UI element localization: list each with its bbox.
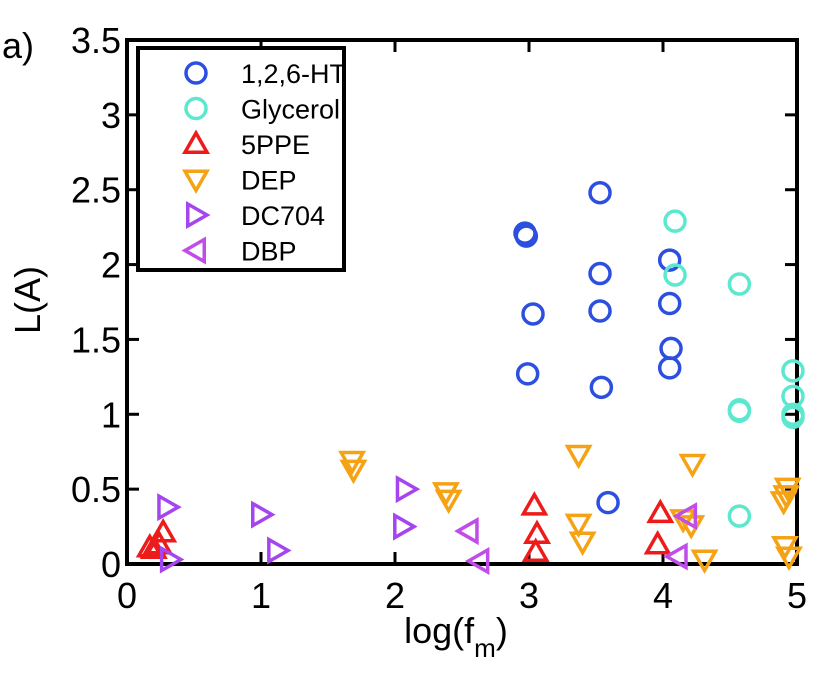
series-1-2-6-ht <box>513 180 683 515</box>
series-dc704 <box>157 475 421 574</box>
data-point <box>149 518 178 543</box>
data-point <box>781 405 805 430</box>
data-point <box>773 477 802 503</box>
data-point <box>596 490 620 515</box>
y-tick-label: 3 <box>101 95 121 136</box>
y-tick-label: 3.5 <box>71 20 121 61</box>
plot-frame <box>125 38 799 566</box>
data-point <box>588 261 612 286</box>
y-tick-label: 2.5 <box>71 170 121 211</box>
legend-label: DC704 <box>241 201 325 231</box>
legend-marker <box>184 96 208 121</box>
data-point <box>523 519 552 545</box>
data-point <box>251 500 276 529</box>
x-tick-label: 3 <box>519 575 539 616</box>
data-markers <box>135 180 805 576</box>
data-point <box>464 546 490 576</box>
data-point <box>727 272 752 296</box>
data-point <box>159 545 185 574</box>
legend-marker <box>181 129 211 154</box>
x-axis-label-close: ) <box>496 610 508 651</box>
data-point <box>521 302 545 326</box>
data-point <box>690 549 719 575</box>
x-axis-label-main: log(f <box>404 610 475 651</box>
data-point <box>434 489 463 515</box>
data-point <box>145 530 174 555</box>
data-point <box>643 530 672 555</box>
data-point <box>564 444 593 470</box>
y-axis-label: L(A) <box>7 266 48 334</box>
data-point <box>564 513 593 539</box>
legend-marker <box>181 236 206 265</box>
data-point <box>395 475 421 504</box>
data-point <box>727 399 752 424</box>
data-point <box>672 502 698 531</box>
data-point <box>588 299 612 323</box>
series-dbp <box>454 502 698 576</box>
series-dep <box>338 444 803 575</box>
data-point <box>339 459 368 485</box>
data-point <box>657 248 682 272</box>
y-tick-label: 1 <box>101 394 121 435</box>
x-tick-label: 1 <box>251 575 271 616</box>
data-point <box>520 491 549 516</box>
legend-label: 1,2,6-HT <box>241 59 346 89</box>
data-point <box>514 224 539 248</box>
y-tick-label: 2 <box>101 245 121 286</box>
legend-label: DEP <box>241 166 297 196</box>
data-point <box>393 512 418 541</box>
data-point <box>267 536 292 565</box>
data-point <box>678 453 707 479</box>
x-axis-label-subscript: m <box>474 633 496 663</box>
series-glycerol <box>663 209 805 528</box>
data-point <box>663 209 687 233</box>
series-5ppe <box>135 491 675 563</box>
legend: 1,2,6-HT Glycerol 5PPE DEP DC704 DBP <box>181 59 346 267</box>
data-point <box>663 542 688 571</box>
data-point <box>521 537 550 563</box>
legend-marker <box>181 169 211 195</box>
data-point <box>727 504 752 528</box>
y-tick-label: 0.5 <box>71 469 121 510</box>
data-point <box>139 534 168 560</box>
legend-label: 5PPE <box>241 130 310 160</box>
y-tick-label: 0 <box>101 544 121 585</box>
legend-label: Glycerol <box>241 95 340 125</box>
data-point <box>774 546 803 572</box>
x-axis-label: log(fm) <box>404 610 508 663</box>
x-tick-label: 4 <box>653 575 673 616</box>
legend-box <box>136 46 346 272</box>
data-point <box>454 517 479 546</box>
data-point <box>659 336 683 361</box>
x-tick-label: 5 <box>787 575 807 616</box>
y-tick-label: 1.5 <box>71 319 121 360</box>
x-tick-label: 0 <box>117 575 137 616</box>
tick-labels: 0 1 2 3 4 5 0 0.5 1 1.5 2 2.5 3 3.5 <box>71 20 807 616</box>
x-tick-label: 2 <box>385 575 405 616</box>
legend-marker <box>186 200 211 230</box>
legend-marker <box>184 61 208 85</box>
data-point <box>589 375 614 400</box>
data-point <box>657 291 682 316</box>
data-point <box>568 531 597 557</box>
data-point <box>515 362 540 386</box>
data-point <box>663 263 687 287</box>
data-point <box>769 491 798 516</box>
data-point <box>157 493 182 522</box>
panel-label: a) <box>2 25 34 66</box>
data-point <box>646 498 675 524</box>
data-point <box>657 356 682 380</box>
data-point <box>781 359 805 383</box>
data-point <box>588 180 612 205</box>
legend-label: DBP <box>241 237 297 267</box>
